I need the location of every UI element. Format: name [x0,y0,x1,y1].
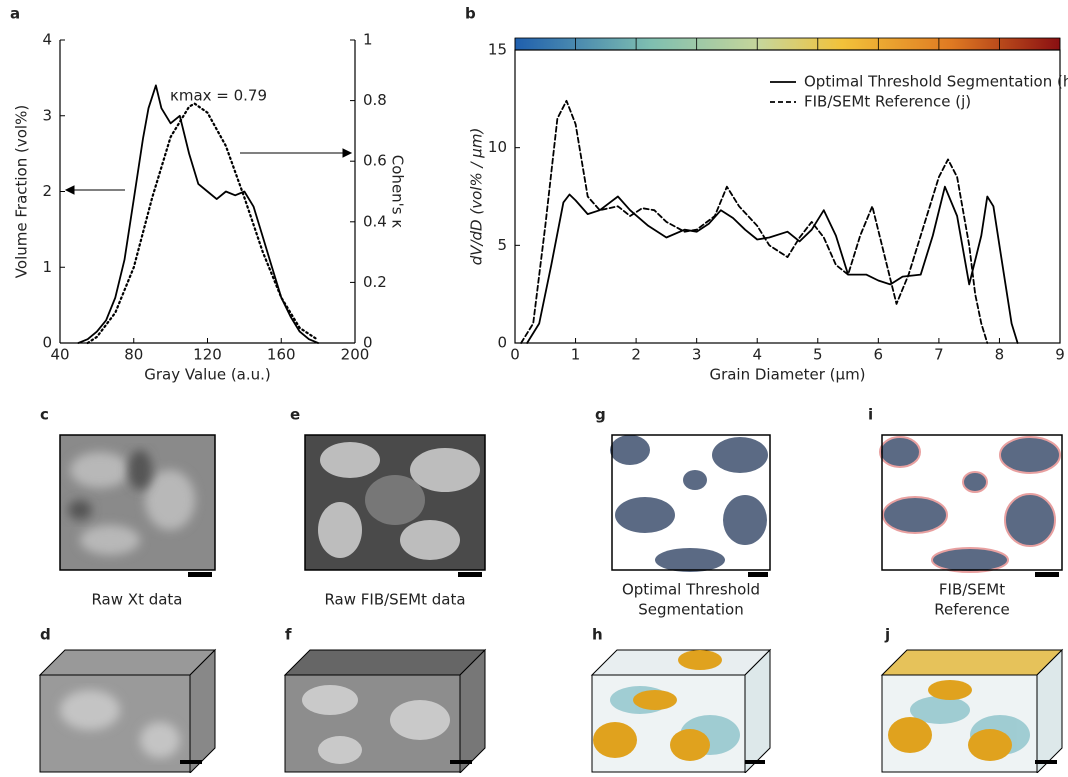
series-line [526,185,1019,344]
y-tick-label: 4 [42,31,52,49]
legend-label: FIB/SEMt Reference (j) [804,93,971,111]
y-axis-label: dV/dD (vol% / μm) [468,128,486,266]
panel-letter: d [40,626,51,644]
image-e [304,434,486,577]
panel-letter: b [465,5,476,23]
panel-letter: i [868,406,873,424]
y-tick-label: 2 [42,182,52,200]
y-tick-label: 10 [488,138,507,156]
image-caption: Raw Xt data [91,591,182,609]
x-tick-label: 200 [341,346,370,364]
image-caption: Raw FIB/SEMt data [324,591,465,609]
y2-tick-label: 0 [363,334,373,352]
y2-axis-label: Cohen's κ [389,155,407,229]
image-c [59,434,216,577]
y-tick-label: 0 [42,334,52,352]
panel-letter: c [40,406,49,424]
y2-tick-label: 0.2 [363,273,387,291]
image-d [38,648,217,775]
y2-tick-label: 1 [363,31,373,49]
annotation: κmax = 0.79 [170,87,267,105]
image-caption: Segmentation [638,601,743,619]
x-tick-label: 1 [571,346,581,364]
x-tick-label: 8 [995,346,1005,364]
x-tick-label: 6 [874,346,884,364]
x-tick-label: 40 [50,346,69,364]
arrows [64,148,353,195]
image-caption: Optimal Threshold [622,581,760,599]
y-tick-label: 1 [42,258,52,276]
image-f [283,648,487,775]
image-caption: Reference [934,601,1010,619]
x-tick-label: 160 [267,346,296,364]
panel-letter: h [592,626,603,644]
colorbar [514,37,1061,51]
y-tick-label: 5 [497,236,507,254]
series-line [520,99,989,344]
x-axis-label: Gray Value (a.u.) [144,366,271,384]
panel-letter: e [290,406,300,424]
image-j [880,648,1064,775]
y2-tick-label: 0.6 [363,152,387,170]
image-caption: FIB/SEMt [939,581,1005,599]
y-tick-label: 15 [488,41,507,59]
x-tick-label: 0 [510,346,520,364]
x-tick-label: 120 [193,346,222,364]
y-axis-label: Volume Fraction (vol%) [13,105,31,278]
y2-tick-label: 0.8 [363,91,387,109]
legend-label: Optimal Threshold Segmentation (h) [804,73,1068,91]
y2-tick-label: 0.4 [363,212,387,230]
y-tick-label: 0 [497,334,507,352]
image-h [590,648,772,775]
panel-letter: f [285,626,292,644]
image-i [879,434,1063,577]
series-line [77,84,319,344]
series-line [86,102,320,345]
x-tick-label: 7 [934,346,944,364]
frame [514,49,1061,344]
x-tick-label: 2 [631,346,641,364]
panel-letter: j [884,626,890,644]
x-tick-label: 3 [692,346,702,364]
x-tick-label: 4 [752,346,762,364]
panel-letter: a [10,5,20,23]
x-tick-label: 80 [124,346,143,364]
image-g [610,434,771,577]
x-tick-label: 5 [813,346,823,364]
x-tick-label: 9 [1055,346,1065,364]
y-tick-label: 3 [42,106,52,124]
panel-letter: g [595,406,606,424]
x-axis-label: Grain Diameter (μm) [709,366,865,384]
